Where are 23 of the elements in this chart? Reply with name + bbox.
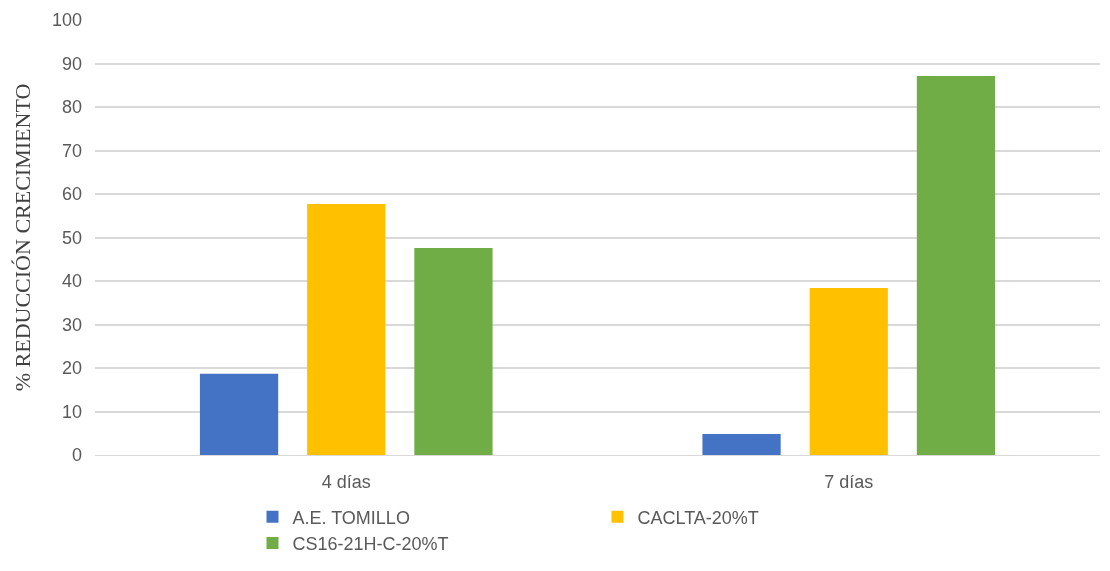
- legend-label: CACLTA-20%T: [637, 507, 759, 528]
- y-tick-label: 40: [61, 271, 82, 292]
- y-tick-label: 60: [61, 184, 82, 205]
- y-tick-label: 30: [61, 314, 82, 335]
- y-tick-label: 10: [61, 401, 82, 422]
- bar: [199, 373, 279, 455]
- y-tick-label: 70: [61, 140, 82, 161]
- bar: [702, 434, 781, 455]
- bar: [809, 287, 888, 455]
- bar: [307, 204, 386, 455]
- y-tick-label: 50: [61, 227, 82, 248]
- bar: [414, 247, 493, 455]
- legend-label: A.E. TOMILLO: [292, 507, 410, 528]
- x-tick-label: 4 días: [321, 471, 371, 492]
- y-tick-label: 80: [61, 97, 82, 118]
- bar: [916, 76, 996, 455]
- y-tick-label: 0: [71, 445, 82, 466]
- y-tick-label: 100: [51, 10, 82, 31]
- x-tick-label: 7 días: [824, 471, 874, 492]
- y-axis-title: % REDUCCIÓN CRECIMIENTO: [9, 83, 35, 392]
- legend-label: CS16-21H-C-20%T: [292, 534, 449, 555]
- y-tick-label: 90: [61, 53, 82, 74]
- y-tick-label: 20: [61, 358, 82, 379]
